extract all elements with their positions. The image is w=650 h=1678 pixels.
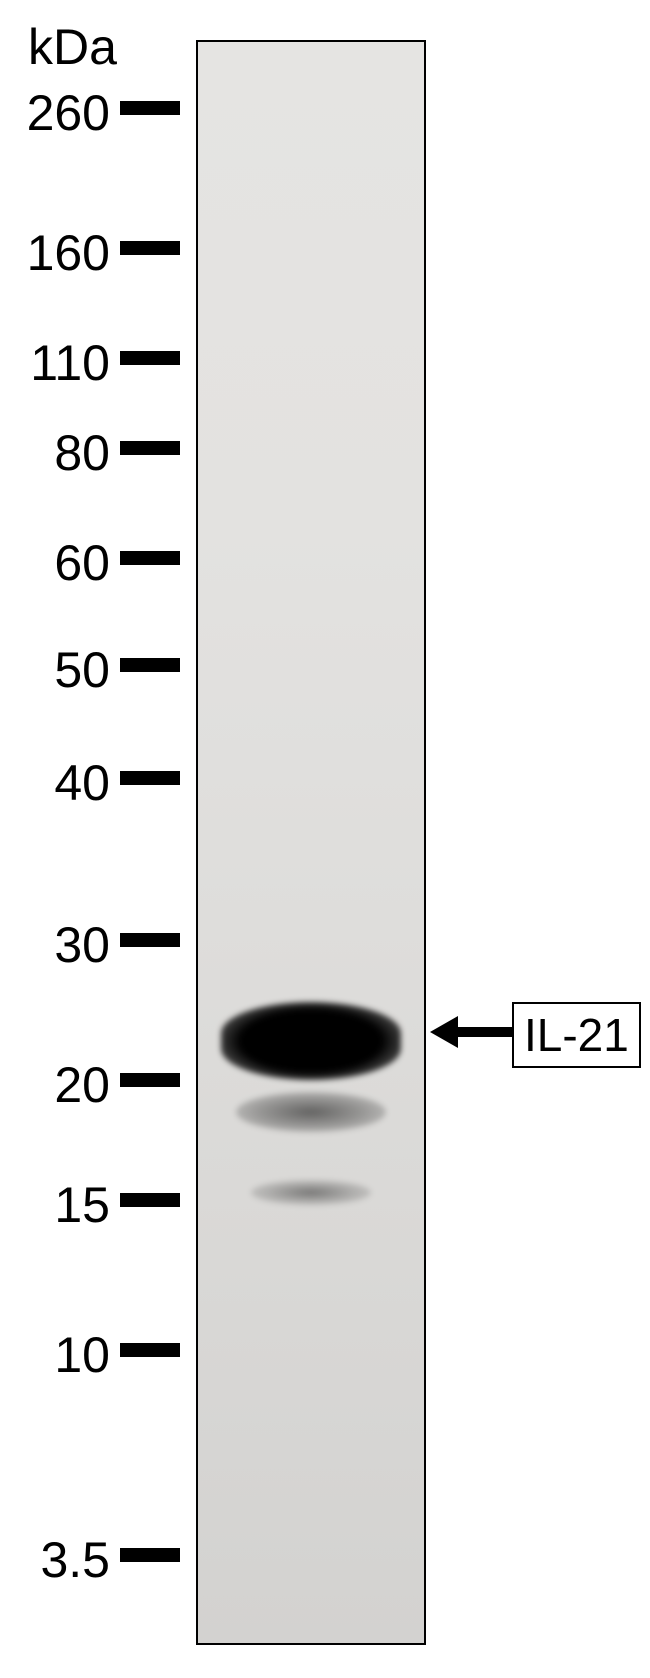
- lane-background: [198, 42, 424, 1643]
- mw-label: 260: [27, 84, 110, 142]
- blot-lane: [196, 40, 426, 1645]
- mw-label: 20: [54, 1056, 110, 1114]
- mw-tick: [120, 1193, 180, 1207]
- band-smear: [236, 1092, 386, 1132]
- mw-label: 40: [54, 754, 110, 812]
- arrow-icon: [430, 1010, 514, 1054]
- mw-tick: [120, 441, 180, 455]
- blot-figure: kDa 260 160 110 80 60 50 40 30 20 15 10: [0, 0, 650, 1678]
- mw-label: 110: [30, 334, 110, 392]
- mw-label: 15: [54, 1176, 110, 1234]
- mw-tick: [120, 933, 180, 947]
- mw-tick: [120, 658, 180, 672]
- mw-tick: [120, 241, 180, 255]
- annotation-label: IL-21: [524, 1009, 629, 1061]
- mw-label: 60: [54, 534, 110, 592]
- mw-label: 10: [54, 1326, 110, 1384]
- mw-label: 50: [54, 641, 110, 699]
- mw-tick: [120, 771, 180, 785]
- mw-label: 80: [54, 424, 110, 482]
- mw-label: 30: [54, 916, 110, 974]
- mw-tick: [120, 101, 180, 115]
- mw-tick: [120, 351, 180, 365]
- mw-tick: [120, 1073, 180, 1087]
- annotation-label-box: IL-21: [512, 1002, 641, 1068]
- band-main: [221, 1002, 401, 1080]
- mw-tick: [120, 1548, 180, 1562]
- mw-label: 160: [27, 224, 110, 282]
- mw-label: 3.5: [40, 1531, 110, 1589]
- mw-tick: [120, 1343, 180, 1357]
- mw-tick: [120, 551, 180, 565]
- band-faint: [251, 1180, 371, 1205]
- unit-label: kDa: [28, 18, 117, 76]
